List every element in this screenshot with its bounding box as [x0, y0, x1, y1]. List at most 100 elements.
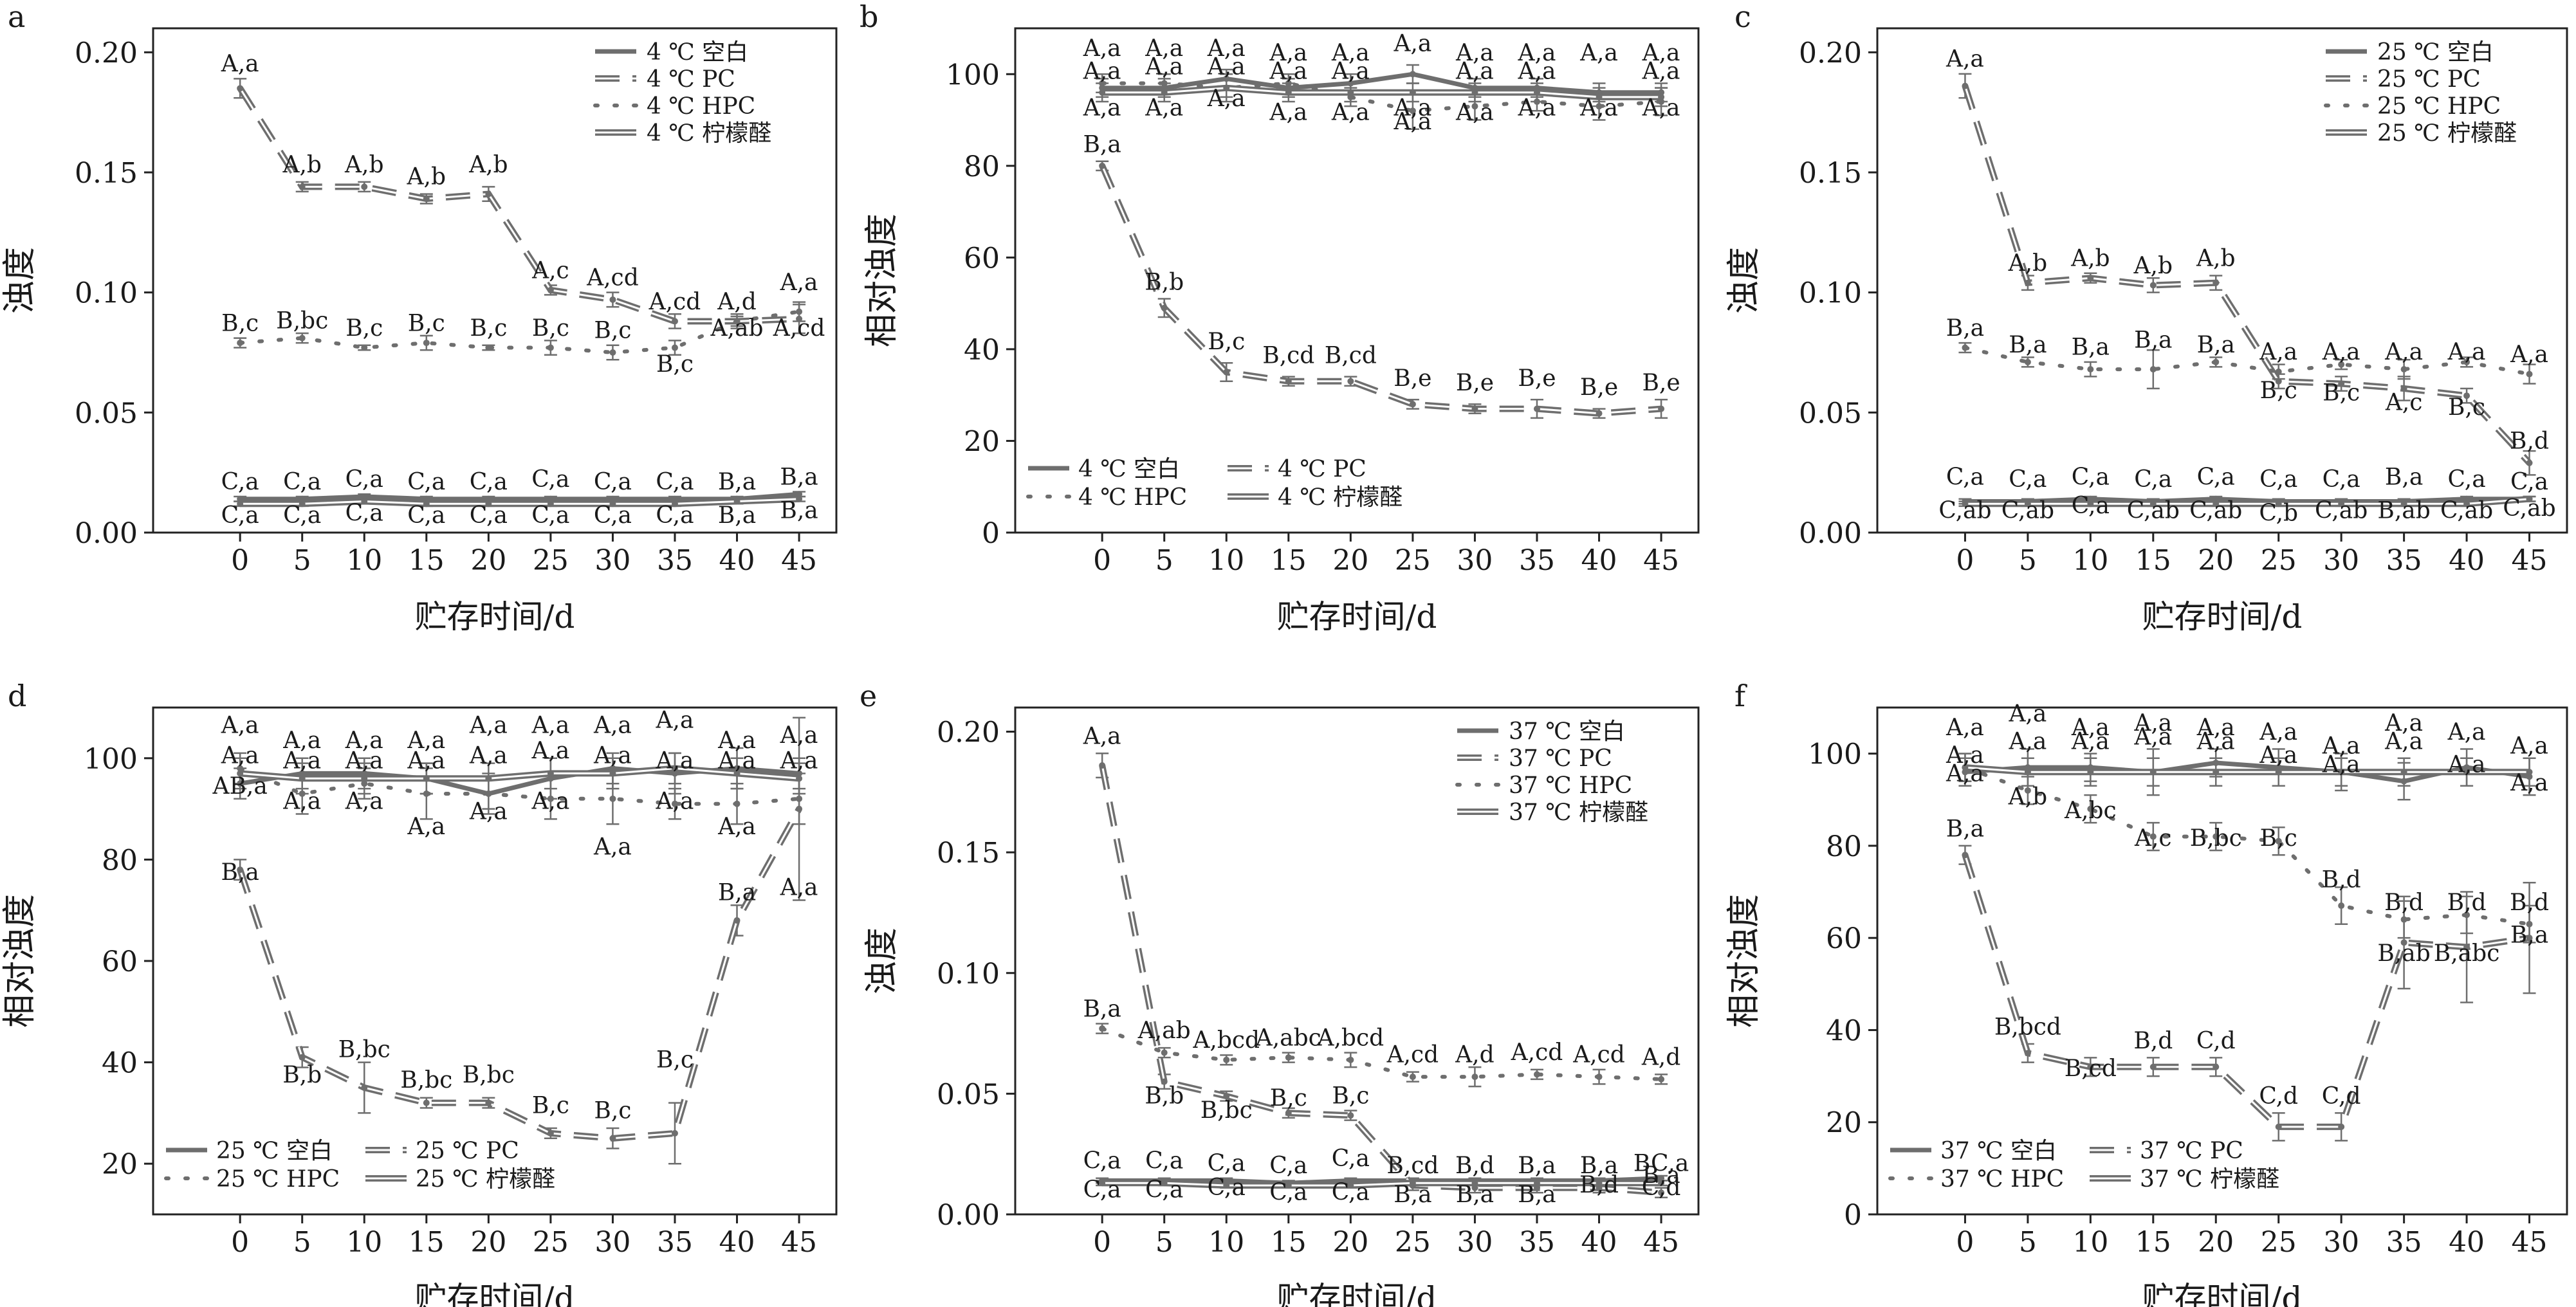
- significance-label: C,a: [1145, 1177, 1183, 1203]
- x-tick-label: 30: [594, 1226, 630, 1259]
- x-tick-label: 20: [470, 1226, 506, 1259]
- series-line-inner: [1102, 87, 1662, 98]
- series-line: [1099, 765, 1662, 1196]
- significance-label: B,a: [221, 859, 259, 886]
- x-tick-label: 20: [2198, 1226, 2234, 1259]
- significance-label: B,a: [1518, 1182, 1556, 1208]
- significance-label: B,a: [1083, 131, 1121, 158]
- legend-label: 37 ℃ 柠檬醛: [1509, 800, 1648, 826]
- significance-label: A,a: [1642, 95, 1680, 121]
- legend-label: 4 ℃ PC: [647, 66, 735, 93]
- data-point: [1223, 1182, 1230, 1189]
- x-tick-label: 10: [346, 544, 382, 577]
- legend-label: 37 ℃ 空白: [1940, 1138, 2057, 1164]
- y-tick-label: 0.10: [937, 958, 1000, 991]
- x-tick-label: 15: [1271, 544, 1307, 577]
- data-point: [1658, 1189, 1665, 1196]
- data-point: [1223, 1056, 1230, 1063]
- data-point: [2275, 769, 2282, 776]
- significance-label: A,b: [407, 164, 446, 190]
- significance-label: C,a: [407, 502, 445, 529]
- data-point: [1409, 71, 1416, 78]
- significance-label: A,a: [1207, 53, 1246, 80]
- x-tick-label: 40: [719, 1226, 755, 1259]
- panel-b: b 0 20 40 60 80 100 0 5 10 15 20 25 30 35 40 45 贮存时间/d 相对浊…: [860, 0, 1700, 635]
- data-point: [733, 498, 741, 505]
- panel-d: d 20 40 60 80 100 0 5 10 15 20 25 30 35 40 45 贮存时间/d 相对浊度…: [1, 679, 838, 1307]
- data-point: [2400, 500, 2407, 507]
- y-tick-label: 0.15: [75, 157, 138, 190]
- x-tick-label: 20: [2198, 544, 2234, 577]
- significance-label: A,bcd: [1192, 1027, 1260, 1054]
- panel-c: c 0.00 0.05 0.10 0.15 0.20 0 5 10 15 20 25 30 35 40 45 贮…: [1725, 0, 2568, 635]
- data-point: [1409, 89, 1416, 96]
- data-point: [2526, 769, 2533, 776]
- significance-label: A,a: [2510, 733, 2548, 760]
- data-point: [2024, 1050, 2031, 1057]
- significance-label: B,a: [1394, 1182, 1431, 1208]
- series-dot: [1958, 342, 2536, 390]
- legend-label: 25 ℃ 柠檬醛: [2377, 120, 2517, 147]
- x-tick-label: 10: [346, 1226, 382, 1259]
- data-point: [1347, 1056, 1354, 1063]
- significance-label: A,a: [1518, 40, 1556, 66]
- significance-label: A,a: [2259, 742, 2297, 769]
- x-tick-label: 0: [231, 544, 249, 577]
- significance-label: A,a: [282, 789, 321, 815]
- significance-label: A,d: [1455, 1042, 1495, 1068]
- significance-label: C,a: [594, 502, 632, 529]
- data-point: [796, 495, 803, 502]
- legend-label: 25 ℃ 空白: [216, 1138, 333, 1164]
- legend-label: 4 ℃ 空白: [1078, 456, 1180, 482]
- significance-label: B,e: [1518, 365, 1556, 392]
- series-line: [1102, 71, 1662, 95]
- plot-frame: [1014, 706, 1700, 1216]
- data-point: [2213, 358, 2220, 365]
- data-point: [237, 500, 244, 507]
- significance-label: A,a: [1083, 723, 1121, 749]
- x-tick-label: 35: [2386, 544, 2422, 577]
- significance-label: A,a: [1145, 53, 1183, 80]
- significance-label: A,a: [2447, 719, 2486, 745]
- x-tick-label: 30: [2323, 1226, 2359, 1259]
- x-tick-label: 40: [719, 544, 755, 577]
- series-line-inner: [1965, 766, 2530, 773]
- significance-label: B,a: [2197, 332, 2235, 358]
- data-point: [1596, 1184, 1603, 1191]
- x-tick-label: 5: [2019, 1226, 2037, 1259]
- significance-label: A,a: [407, 748, 445, 774]
- legend-label: 37 ℃ HPC: [1509, 772, 1632, 799]
- x-tick-label: 20: [1332, 1226, 1368, 1259]
- data-point: [423, 196, 430, 203]
- significance-label: B,e: [1394, 365, 1431, 392]
- significance-label: C,d: [1642, 1174, 1681, 1201]
- data-point: [1596, 93, 1603, 100]
- significance-label: B,c: [532, 1092, 569, 1119]
- significance-label: B,cd: [2065, 1056, 2117, 1082]
- data-point: [796, 308, 803, 315]
- x-tick-label: 35: [657, 544, 693, 577]
- significance-label: A,a: [1269, 100, 1307, 126]
- x-tick-label: 35: [1519, 1226, 1555, 1259]
- series-line-inner: [239, 87, 800, 322]
- data-point: [1471, 89, 1478, 96]
- series-line-inner: [239, 808, 800, 1140]
- x-tick-label: 20: [470, 544, 506, 577]
- y-tick-label: 0.20: [75, 37, 138, 69]
- data-point: [1658, 405, 1665, 412]
- data-point: [1962, 852, 1969, 859]
- data-point: [547, 1129, 554, 1137]
- data-point: [1409, 107, 1416, 114]
- significance-label: B,e: [1456, 370, 1494, 396]
- x-tick-label: 40: [2449, 1226, 2485, 1259]
- significance-label: C,a: [1269, 1179, 1307, 1205]
- significance-label: C,ab: [2315, 498, 2368, 524]
- significance-label: B,cd: [1325, 342, 1377, 369]
- data-point: [1658, 1075, 1665, 1083]
- data-point: [733, 800, 741, 807]
- series-dash: [1958, 73, 2536, 476]
- plot-frame: [1014, 27, 1700, 534]
- y-tick-label: 100: [946, 59, 1000, 91]
- significance-label: B,bc: [2190, 825, 2242, 852]
- x-tick-label: 10: [1208, 544, 1244, 577]
